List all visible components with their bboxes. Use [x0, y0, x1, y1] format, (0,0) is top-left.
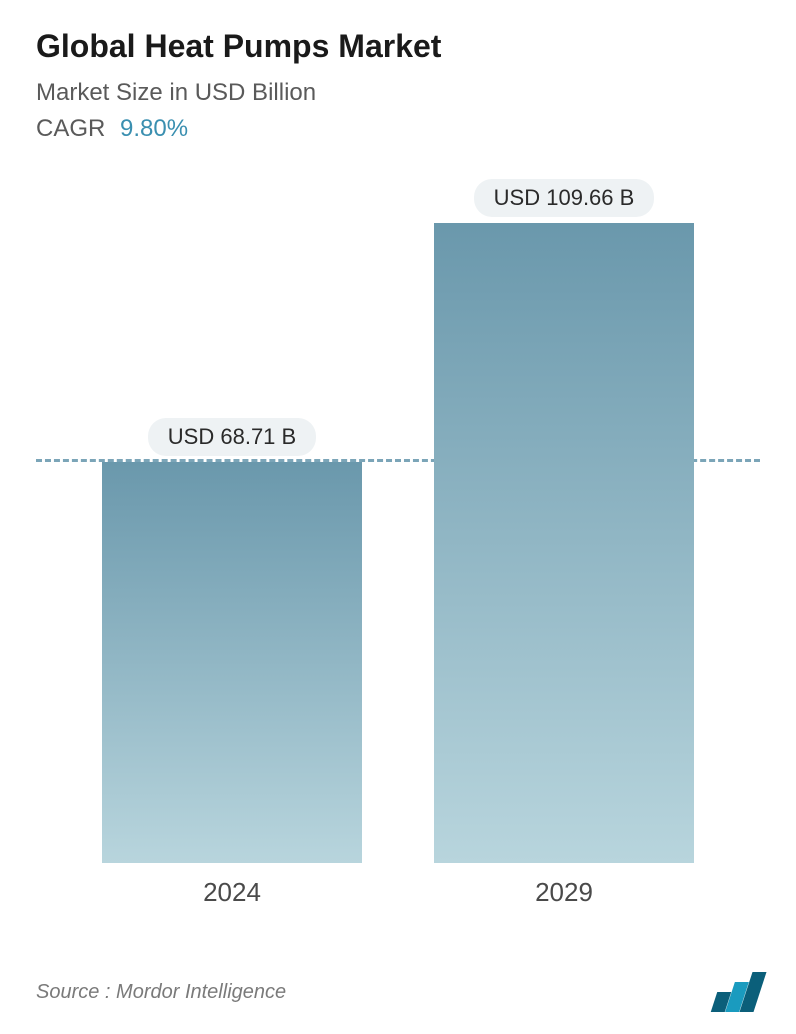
brand-logo: [714, 972, 760, 1012]
bar: [102, 462, 362, 863]
bar: [434, 223, 694, 863]
chart-title: Global Heat Pumps Market: [36, 28, 760, 65]
chart-footer: Source : Mordor Intelligence: [36, 972, 760, 1012]
bar-value-label: USD 68.71 B: [148, 418, 316, 456]
chart-plot-area: USD 68.71 BUSD 109.66 B: [36, 183, 760, 863]
source-attribution: Source : Mordor Intelligence: [36, 981, 286, 1004]
x-axis-labels: 2024 2029: [36, 863, 760, 908]
chart-subtitle: Market Size in USD Billion: [36, 79, 760, 107]
x-axis-label: 2029: [434, 877, 694, 908]
cagr-value: 9.80%: [120, 115, 188, 142]
x-axis-label: 2024: [102, 877, 362, 908]
bar-column: USD 68.71 B: [102, 418, 362, 863]
bar-column: USD 109.66 B: [434, 179, 694, 863]
bars-container: USD 68.71 BUSD 109.66 B: [36, 183, 760, 863]
cagr-row: CAGR 9.80%: [36, 115, 760, 143]
bar-value-label: USD 109.66 B: [474, 179, 655, 217]
cagr-label: CAGR: [36, 115, 105, 142]
